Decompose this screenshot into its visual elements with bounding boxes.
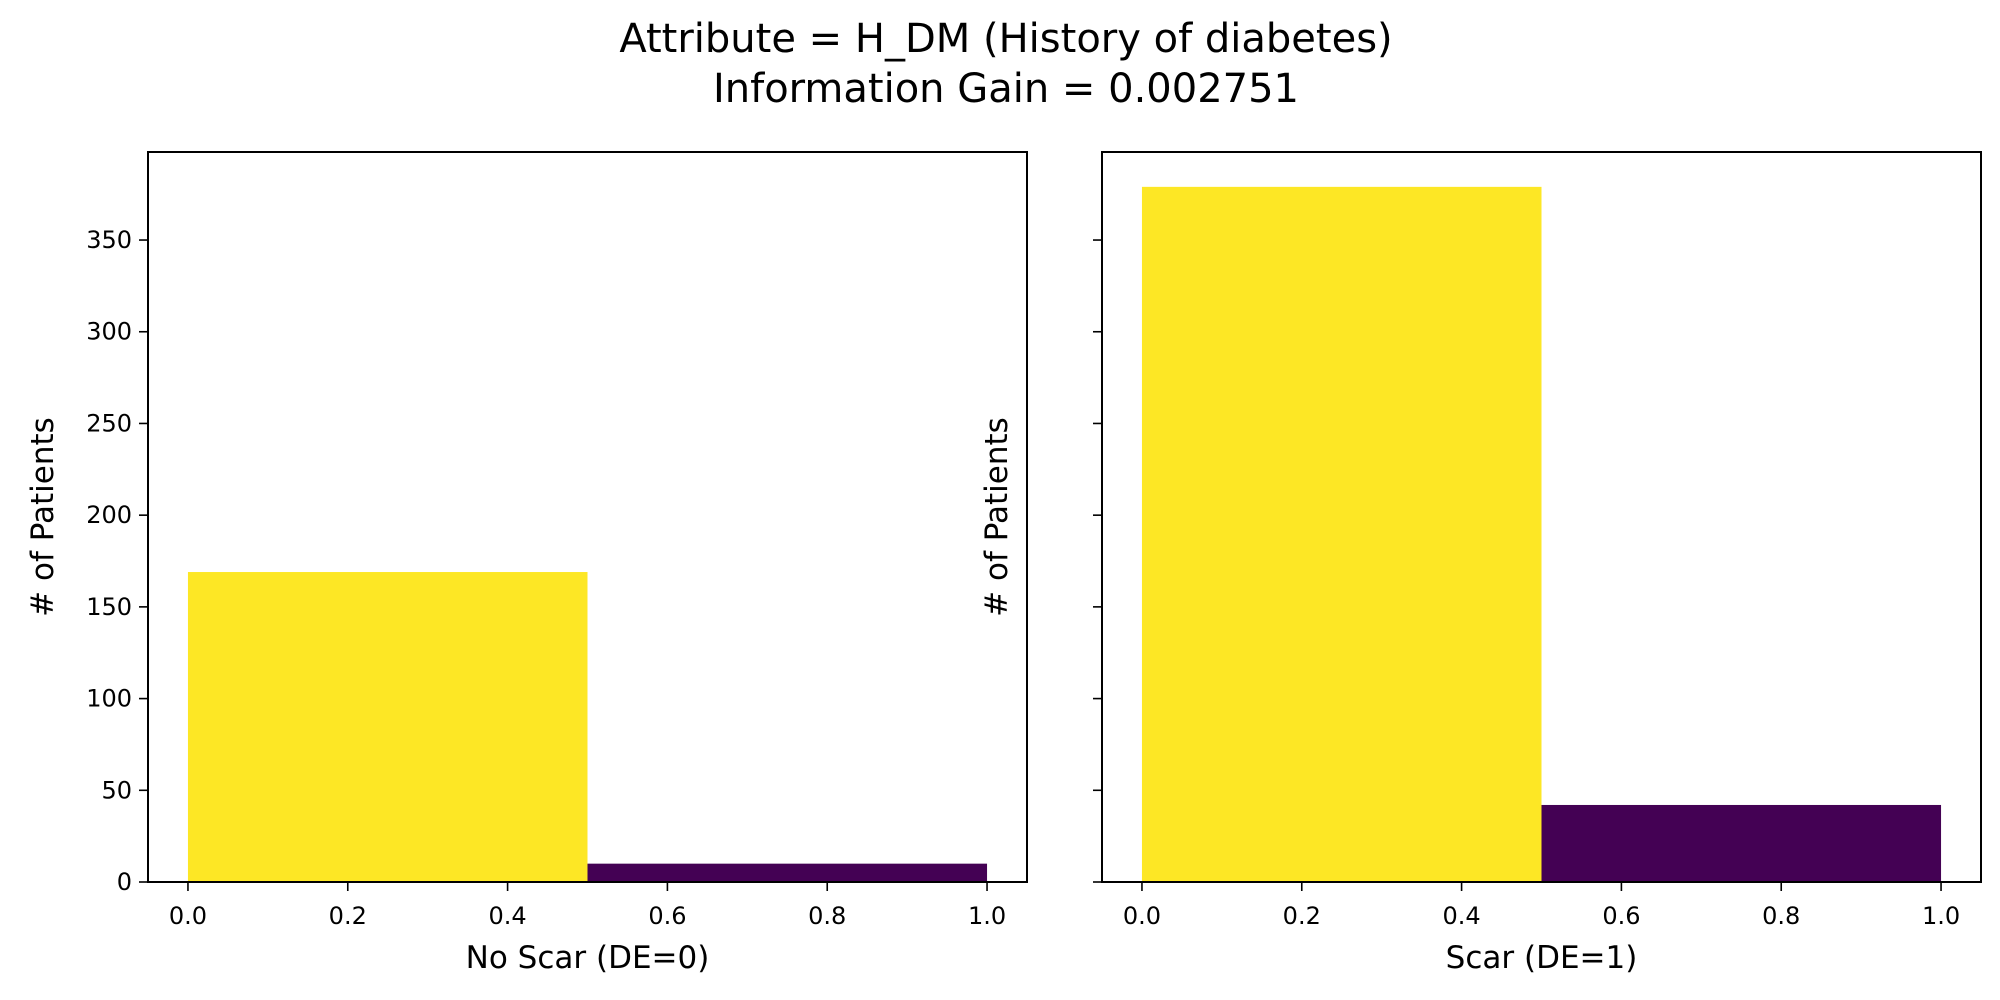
y-tick-label: 350	[86, 226, 132, 254]
histogram-bar-2	[587, 863, 988, 882]
x-tick-label: 0.0	[1123, 902, 1161, 930]
y-tick-label: 50	[101, 776, 132, 804]
histogram-bar-2	[1541, 804, 1942, 882]
x-tick-label: 1.0	[968, 902, 1006, 930]
x-tick-label: 0.4	[1443, 902, 1481, 930]
x-tick-label: 0.8	[808, 902, 846, 930]
histogram-bar-1	[187, 572, 588, 882]
x-tick-label: 0.2	[1283, 902, 1321, 930]
x-axis-label: No Scar (DE=0)	[466, 940, 710, 976]
x-axis-label: Scar (DE=1)	[1446, 940, 1638, 976]
y-axis-label: # of Patients	[979, 417, 1015, 617]
x-tick-label: 0.6	[1602, 902, 1640, 930]
figure-title-line-1: Attribute = H_DM (History of diabetes)	[619, 16, 1392, 62]
x-tick-label: 0.4	[489, 902, 527, 930]
x-tick-label: 0.6	[648, 902, 686, 930]
histogram-bar-1	[1141, 186, 1542, 882]
figure-title-line-2: Information Gain = 0.002751	[713, 66, 1299, 112]
chart-panel-scar: 0.0 0.2 0.4 0.6 0.8 1.0 Scar (DE=1) # of Pati…	[979, 151, 1982, 976]
y-tick-label: 0	[117, 868, 132, 896]
chart-panel-no-scar: 0.0 0.2 0.4 0.6 0.8 1.0050100150200250300350 …	[25, 151, 1028, 976]
y-tick-label: 200	[86, 501, 132, 529]
plot-frame	[1101, 151, 1982, 883]
x-tick-label: 0.2	[329, 902, 367, 930]
x-tick-label: 0.0	[169, 902, 207, 930]
y-axis-label: # of Patients	[25, 417, 61, 617]
y-tick-label: 300	[86, 318, 132, 346]
plot-frame	[147, 151, 1028, 883]
x-tick-label: 0.8	[1762, 902, 1800, 930]
y-tick-label: 100	[86, 685, 132, 713]
y-tick-label: 150	[86, 593, 132, 621]
y-tick-label: 250	[86, 409, 132, 437]
x-tick-label: 1.0	[1922, 902, 1960, 930]
